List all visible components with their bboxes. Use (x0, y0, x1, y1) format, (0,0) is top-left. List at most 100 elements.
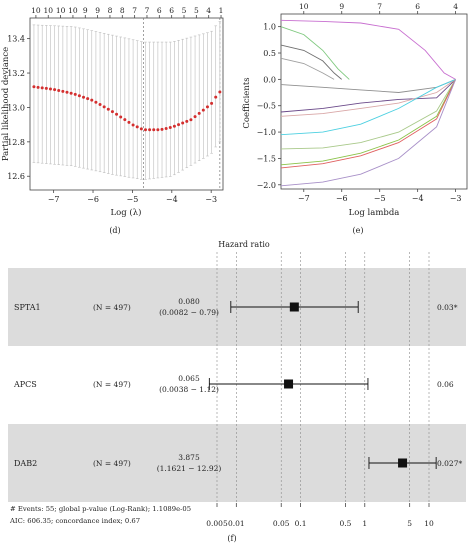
panel-e-y-axis: −2.0 −1.5 −1.0 −0.5 0.0 0.5 1.0 (257, 23, 281, 190)
panel-e-y-tick-label: 0.5 (263, 49, 276, 58)
forest-x-tick-label: 0.005 (206, 519, 228, 528)
panel-d-chart: 10 10 10 10 9 9 8 8 7 7 6 6 5 5 4 1 −7 −6 −5 −4 −3 12.612.8… (1, 6, 223, 235)
panel-d-top-tick-label: 6 (169, 6, 174, 15)
panel-d-point (201, 108, 205, 112)
panel-e-x-tick-label: −3 (450, 194, 462, 203)
panel-e-y-tick-label: −1.5 (257, 154, 276, 163)
panel-d-x-tick-label: −5 (127, 195, 139, 204)
panel-d-top-tick-label: 7 (145, 6, 150, 15)
panel-d-point (123, 118, 127, 122)
panel-d-point (61, 89, 65, 93)
panel-d-point (172, 124, 176, 128)
panel-d-label: (d) (109, 226, 120, 235)
panel-d-point (193, 115, 197, 119)
forest-row-hr: 3.875 (178, 453, 200, 462)
panel-e-coefficient-line (280, 78, 456, 136)
panel-d-top-tick-label: 10 (68, 6, 78, 15)
panel-e-coefficient-line (280, 79, 456, 150)
panel-e-x-tick-label: −4 (412, 194, 424, 203)
panel-d-point (98, 103, 102, 107)
panel-d-top-tick-label: 6 (157, 6, 162, 15)
panel-d-point (65, 90, 69, 94)
panel-d-point (44, 86, 48, 90)
forest-row-ci: (0.0038 − 1.12) (159, 385, 219, 394)
panel-d-point (205, 105, 209, 109)
panel-d-x-axis: −7 −6 −5 −4 −3 (48, 190, 217, 204)
panel-d-point (32, 85, 36, 89)
panel-d-top-tick-label: 8 (108, 6, 113, 15)
panel-e-top-tick-label: 4 (453, 2, 458, 11)
panel-d-top-tick-label: 10 (43, 6, 53, 15)
panel-d-point (69, 91, 73, 95)
panel-d-point (48, 87, 52, 91)
panel-e-top-axis: 10 9 7 6 4 (299, 2, 458, 14)
forest-hr-marker (289, 302, 299, 312)
panel-d-y-axis: 12.6 12.8 13.0 13.2 13.4 (7, 35, 30, 181)
forest-hr-marker (284, 379, 294, 389)
forest-row-p: 0.03* (437, 303, 458, 312)
panel-d-point (115, 112, 119, 116)
forest-row-n: (N = 497) (93, 303, 131, 312)
forest-row-n: (N = 497) (93, 459, 131, 468)
panel-d-y-tick-label: 12.6 (7, 172, 25, 181)
panel-d-y-tick-label: 13.2 (7, 69, 25, 78)
panel-e-coefficient-paths (280, 19, 457, 187)
panel-d-point (160, 127, 164, 131)
panel-d-point (156, 128, 160, 132)
panel-d-plot-frame (29, 17, 224, 191)
panel-d-point (82, 95, 86, 99)
forest-x-tick-label: 0.5 (339, 519, 351, 528)
forest-x-tick-label: 5 (407, 519, 412, 528)
forest-footer-aic: AIC: 606.35; concordance index; 0.67 (9, 517, 140, 525)
panel-d-point (143, 128, 147, 132)
forest-gridlines (216, 252, 430, 503)
panel-e-y-tick-label: 0.0 (263, 75, 276, 84)
forest-row-name: DAB2 (14, 459, 37, 468)
panel-d-y-tick-label: 13.4 (7, 35, 25, 44)
panel-d-top-tick-label: 5 (194, 6, 199, 15)
panel-e-coefficient-line (280, 79, 457, 169)
panel-e-coefficient-line (280, 26, 350, 80)
forest-x-tick-label: 1 (362, 519, 367, 528)
forest-x-tick-label: 0.1 (295, 519, 307, 528)
panel-e-chart: 10 9 7 6 4 −7 −6 −5 −4 −3 −2.0 −1.5 −1.0 −0.5 0.0 0.5… (242, 2, 468, 235)
panel-d-top-tick-label: 9 (83, 6, 88, 15)
panel-d-point (119, 115, 123, 119)
forest-row-ci: (0.0082 − 0.79) (159, 308, 219, 317)
panel-e-y-tick-label: −2.0 (257, 181, 276, 190)
panel-d-y-tick-label: 13.0 (7, 103, 25, 112)
panel-e-y-tick-label: −0.5 (257, 102, 276, 111)
panel-e-coefficient-line (280, 79, 457, 166)
panel-d-top-tick-label: 10 (56, 6, 66, 15)
panel-d-point (218, 90, 222, 94)
panel-d-reference-lines (143, 18, 221, 190)
panel-d-point (90, 98, 94, 102)
panel-d-top-tick-label: 10 (31, 6, 41, 15)
panel-e-top-tick-label: 9 (339, 2, 344, 11)
panel-d-point (106, 107, 110, 111)
forest-title: Hazard ratio (218, 240, 270, 249)
panel-d-point (177, 123, 181, 127)
panel-e-y-axis-label: Coefficients (242, 77, 252, 128)
panel-e-top-tick-label: 6 (415, 2, 420, 11)
panel-d-point (36, 85, 40, 89)
forest-x-axis: 0.005 0.01 0.05 0.1 0.5 1 5 10 (206, 503, 434, 528)
panel-e-coefficient-line (280, 44, 342, 80)
forest-row-name: APCS (13, 380, 37, 389)
panel-e-x-tick-label: −5 (374, 194, 386, 203)
panel-d-x-tick-label: −7 (48, 195, 60, 204)
forest-hr-marker (398, 458, 408, 468)
panel-d-top-tick-label: 7 (132, 6, 137, 15)
panel-d-point (164, 126, 168, 130)
panel-e-x-axis: −7 −6 −5 −4 −3 (298, 189, 462, 203)
panel-d-point (210, 101, 214, 105)
panel-d-point (148, 128, 152, 132)
panel-e-x-axis-label: Log lambda (349, 208, 400, 218)
panel-d-top-tick-label: 1 (219, 6, 224, 15)
panel-d-top-tick-label: 8 (120, 6, 125, 15)
panel-d-point (139, 127, 143, 131)
panel-d-point (40, 86, 44, 90)
panel-d-point (135, 125, 139, 129)
forest-row-n: (N = 497) (93, 380, 131, 389)
